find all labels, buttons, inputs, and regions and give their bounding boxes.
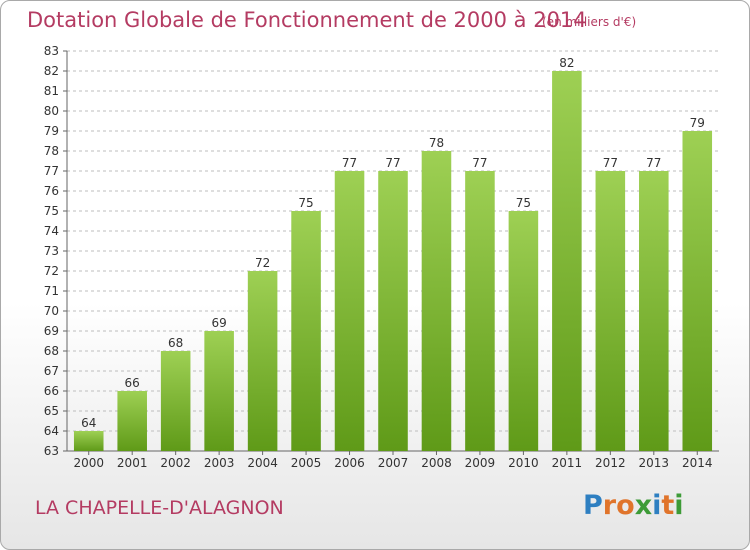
y-tick-label: 77 (44, 164, 59, 178)
bar-2002 (160, 351, 191, 451)
data-label: 75 (516, 196, 531, 210)
x-tick-label: 2007 (378, 456, 409, 470)
bar-2006 (334, 171, 365, 451)
logo-letter: t (661, 490, 675, 521)
y-tick-label: 83 (44, 44, 59, 58)
x-tick-label: 2009 (465, 456, 496, 470)
x-tick-label: 2014 (682, 456, 713, 470)
bar-2014 (682, 131, 713, 451)
y-tick-label: 80 (44, 104, 59, 118)
chart-unit-note: (en milliers d'€) (542, 15, 637, 29)
x-tick-label: 2013 (639, 456, 670, 470)
labels: 2000 64 2001 66 2002 68 2003 69 2004 72 2005 75 2006… (73, 56, 712, 470)
x-tick-label: 2002 (160, 456, 191, 470)
data-label: 77 (385, 156, 400, 170)
y-tick-label: 81 (44, 84, 59, 98)
y-tick-label: 65 (44, 404, 59, 418)
y-tick-label: 79 (44, 124, 59, 138)
data-label: 69 (211, 316, 226, 330)
bar-2012 (595, 171, 626, 451)
data-label: 68 (168, 336, 183, 350)
bar-2008 (421, 151, 452, 451)
y-tick-label: 73 (44, 244, 59, 258)
x-tick-label: 2010 (508, 456, 539, 470)
y-tick-label: 68 (44, 344, 59, 358)
bar-2000 (73, 431, 104, 451)
data-label: 66 (125, 376, 140, 390)
data-label: 79 (690, 116, 705, 130)
y-tick-label: 67 (44, 364, 59, 378)
logo-letter: P (583, 490, 603, 521)
x-tick-label: 2000 (73, 456, 104, 470)
commune-name: LA CHAPELLE-D'ALAGNON (35, 497, 284, 519)
logo-letter: i (674, 490, 684, 521)
axes: 63 64 65 66 67 68 69 70 71 72 73 74 75 76 77 78 79 80 81 82… (44, 44, 719, 458)
logo-letter: o (616, 490, 635, 521)
x-tick-label: 2005 (291, 456, 322, 470)
data-label: 78 (429, 136, 444, 150)
y-tick-label: 82 (44, 64, 59, 78)
bar-2011 (552, 71, 582, 451)
data-label: 72 (255, 256, 270, 270)
chart-title: Dotation Globale de Fonctionnement de 20… (27, 8, 587, 32)
x-tick-label: 2012 (595, 456, 626, 470)
data-label: 77 (342, 156, 357, 170)
logo-letter: i (652, 490, 662, 521)
bar-2003 (204, 331, 234, 451)
y-tick-label: 63 (44, 444, 59, 458)
data-label: 77 (472, 156, 487, 170)
bar-2009 (465, 171, 495, 451)
proxiti-logo: Proxiti (583, 490, 693, 524)
y-tick-label: 70 (44, 304, 59, 318)
x-tick-label: 2006 (334, 456, 365, 470)
bar-2010 (508, 211, 539, 451)
data-label: 77 (603, 156, 618, 170)
x-tick-label: 2008 (421, 456, 452, 470)
logo-letter: x (634, 490, 653, 521)
logo-letter: r (602, 490, 617, 521)
y-tick-label: 64 (44, 424, 59, 438)
bar-2001 (117, 391, 147, 451)
x-tick-label: 2003 (204, 456, 235, 470)
data-label: 82 (559, 56, 574, 70)
y-tick-label: 75 (44, 204, 59, 218)
y-tick-label: 76 (44, 184, 59, 198)
bar-2004 (247, 271, 278, 451)
y-tick-label: 78 (44, 144, 59, 158)
y-tick-label: 71 (44, 284, 59, 298)
data-label: 75 (298, 196, 313, 210)
data-label: 64 (81, 416, 96, 430)
y-tick-label: 72 (44, 264, 59, 278)
bars (73, 71, 713, 451)
y-tick-label: 66 (44, 384, 59, 398)
x-tick-label: 2004 (247, 456, 278, 470)
data-label: 77 (646, 156, 661, 170)
bar-2013 (639, 171, 669, 451)
x-tick-label: 2001 (117, 456, 148, 470)
x-tick-label: 2011 (552, 456, 583, 470)
y-tick-label: 74 (44, 224, 59, 238)
bar-2007 (378, 171, 408, 451)
bar-2005 (291, 211, 321, 451)
y-tick-label: 69 (44, 324, 59, 338)
